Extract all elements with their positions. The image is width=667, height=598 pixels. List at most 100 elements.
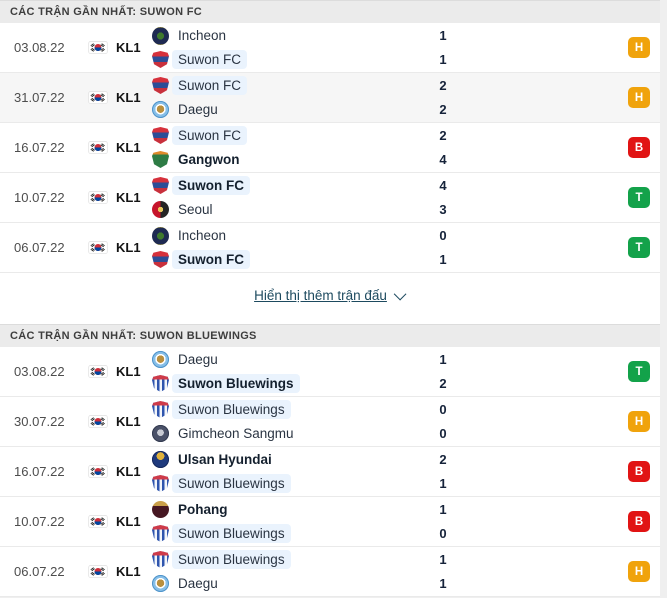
match-row[interactable]: 31.07.22 KL1 Suwon FC 2 xyxy=(0,73,660,123)
team-score: 0 xyxy=(439,526,447,541)
league: KL1 xyxy=(88,190,152,205)
section-header-suwon-bluewings: CÁC TRẬN GẦN NHẤT: SUWON BLUEWINGS xyxy=(0,324,660,347)
team-logo-icon xyxy=(152,177,169,194)
match-row[interactable]: 06.07.22 KL1 Incheon 0 xyxy=(0,223,660,273)
team-score: 2 xyxy=(439,452,447,467)
team-name: Suwon FC xyxy=(172,50,248,69)
league: KL1 xyxy=(88,514,152,529)
teams: Suwon FC 4 Seoul 3 xyxy=(152,176,628,219)
match-list-suwon-fc: 03.08.22 KL1 Incheon 1 xyxy=(0,23,660,273)
away-team: Daegu 2 xyxy=(152,100,628,119)
home-team: Daegu 1 xyxy=(152,350,628,369)
south-korea-flag-icon xyxy=(88,41,108,54)
match-date: 06.07.22 xyxy=(14,564,65,579)
match-row[interactable]: 03.08.22 KL1 Incheon 1 xyxy=(0,23,660,73)
away-team: Daegu 1 xyxy=(152,574,628,593)
league: KL1 xyxy=(88,40,152,55)
teams: Incheon 0 Suwon FC 1 xyxy=(152,226,628,269)
section-gap xyxy=(0,317,660,324)
team-logo-icon xyxy=(152,501,169,518)
team-logo-icon xyxy=(152,525,169,542)
match-row[interactable]: 10.07.22 KL1 Suwon FC 4 xyxy=(0,173,660,223)
team-score: 1 xyxy=(439,28,447,43)
team-score: 4 xyxy=(439,178,447,193)
team-score: 2 xyxy=(439,376,447,391)
south-korea-flag-icon xyxy=(88,141,108,154)
home-team: Suwon Bluewings 0 xyxy=(152,400,628,419)
team-score: 3 xyxy=(439,202,447,217)
result-badge: H xyxy=(628,411,650,432)
team-name: Ulsan Hyundai xyxy=(178,451,272,467)
team-logo-icon xyxy=(152,51,169,68)
away-team: Suwon FC 1 xyxy=(152,50,628,69)
home-team: Suwon FC 2 xyxy=(152,76,628,95)
team-name: Suwon FC xyxy=(172,250,250,269)
team-score: 2 xyxy=(439,78,447,93)
south-korea-flag-icon xyxy=(88,365,108,378)
away-team: Gangwon 4 xyxy=(152,150,628,169)
show-more-link[interactable]: Hiển thị thêm trận đấu xyxy=(254,287,407,303)
result-badge: T xyxy=(628,237,650,258)
result-badge: H xyxy=(628,37,650,58)
teams: Suwon FC 2 Daegu 2 xyxy=(152,76,628,119)
team-logo-icon xyxy=(152,575,169,592)
south-korea-flag-icon xyxy=(88,415,108,428)
teams: Suwon FC 2 Gangwon 4 xyxy=(152,126,628,169)
home-team: Ulsan Hyundai 2 xyxy=(152,450,628,469)
match-row[interactable]: 30.07.22 KL1 Suwon Bluewings 0 xyxy=(0,397,660,447)
team-name: Incheon xyxy=(178,27,227,43)
away-team: Suwon FC 1 xyxy=(152,250,628,269)
team-logo-icon xyxy=(152,26,169,45)
teams: Daegu 1 Suwon Bluewings 2 xyxy=(152,350,628,393)
team-logo-icon xyxy=(152,375,169,392)
home-team: Incheon 1 xyxy=(152,26,628,45)
team-logo-icon xyxy=(152,475,169,492)
result-badge: B xyxy=(628,461,650,482)
teams: Pohang 1 Suwon Bluewings 0 xyxy=(152,500,628,543)
home-team: Pohang 1 xyxy=(152,500,628,519)
league-label: KL1 xyxy=(116,240,141,255)
team-score: 2 xyxy=(439,128,447,143)
match-row[interactable]: 16.07.22 KL1 Ulsan Hyundai 2 xyxy=(0,447,660,497)
match-date: 10.07.22 xyxy=(14,190,65,205)
match-date: 03.08.22 xyxy=(14,364,65,379)
match-date: 30.07.22 xyxy=(14,414,65,429)
south-korea-flag-icon xyxy=(88,515,108,528)
team-score: 1 xyxy=(439,552,447,567)
team-name: Suwon Bluewings xyxy=(172,524,291,543)
team-name: Pohang xyxy=(178,501,228,517)
home-team: Suwon FC 2 xyxy=(152,126,628,145)
match-row[interactable]: 16.07.22 KL1 Suwon FC 2 xyxy=(0,123,660,173)
result-badge: H xyxy=(628,561,650,582)
team-name: Seoul xyxy=(178,201,213,217)
home-team: Suwon FC 4 xyxy=(152,176,628,195)
match-row[interactable]: 03.08.22 KL1 Daegu 1 xyxy=(0,347,660,397)
team-score: 0 xyxy=(439,228,447,243)
match-date: 03.08.22 xyxy=(14,40,65,55)
league-label: KL1 xyxy=(116,140,141,155)
league: KL1 xyxy=(88,414,152,429)
away-team: Suwon Bluewings 2 xyxy=(152,374,628,393)
match-row[interactable]: 10.07.22 KL1 Pohang 1 xyxy=(0,497,660,547)
south-korea-flag-icon xyxy=(88,241,108,254)
match-date: 16.07.22 xyxy=(14,464,65,479)
team-name: Suwon Bluewings xyxy=(172,550,291,569)
team-name: Suwon FC xyxy=(172,76,248,95)
team-score: 4 xyxy=(439,152,447,167)
team-name: Suwon FC xyxy=(172,126,248,145)
team-score: 0 xyxy=(439,426,447,441)
team-name: Daegu xyxy=(178,575,218,591)
match-row[interactable]: 06.07.22 KL1 Suwon Bluewings 1 xyxy=(0,547,660,597)
south-korea-flag-icon xyxy=(88,465,108,478)
team-name: Suwon Bluewings xyxy=(172,474,291,493)
league: KL1 xyxy=(88,364,152,379)
team-score: 1 xyxy=(439,252,447,267)
team-name: Daegu xyxy=(178,351,218,367)
team-logo-icon xyxy=(152,127,169,144)
south-korea-flag-icon xyxy=(88,91,108,104)
home-team: Suwon Bluewings 1 xyxy=(152,550,628,569)
result-badge: T xyxy=(628,187,650,208)
team-logo-icon xyxy=(152,151,169,168)
match-list-suwon-bluewings: 03.08.22 KL1 Daegu 1 xyxy=(0,347,660,597)
team-logo-icon xyxy=(152,226,169,245)
